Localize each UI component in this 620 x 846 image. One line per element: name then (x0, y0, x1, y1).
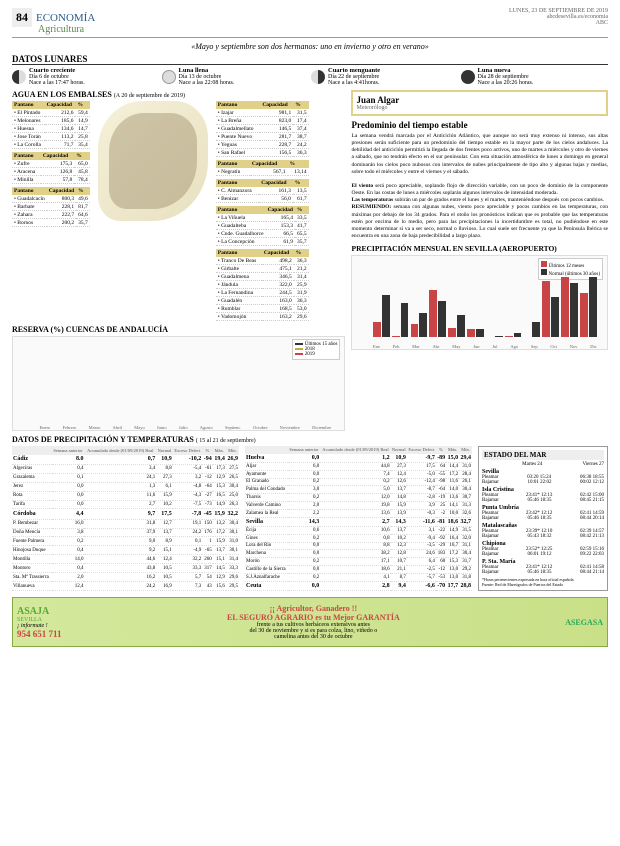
subsection-title: Agricultura (38, 24, 95, 35)
section-title: ECONOMÍA (36, 12, 95, 24)
quote: «Mayo y septiembre son dos hermanos: uno… (12, 42, 608, 51)
weather-author-box: Juan Algar Meteorólogo (351, 90, 608, 116)
reserva-chart: Últimos 15 años 2018 2019 EneroFebreroMa… (12, 336, 345, 431)
mar-box: ESTADO DEL MARMartes 24Viernes 27Sevilla… (478, 446, 608, 591)
precip-chart: Últimos 12 meses Normal (últimos 30 años… (351, 255, 608, 350)
reserva-title: RESERVA (%) CUENCAS DE ANDALUCÍA (12, 325, 345, 334)
paper: ABC (509, 20, 608, 26)
ad-phone: 954 651 711 (17, 629, 62, 639)
phase-name: Cuarto menguante (328, 67, 380, 74)
phase-name: Luna llena (179, 67, 235, 74)
andalucia-map (98, 101, 208, 221)
phase-name: Luna nueva (478, 67, 534, 74)
weather-headline: Predominio del tiempo estable (351, 120, 608, 130)
moon-icon (12, 70, 26, 84)
lunar-title: DATOS LUNARES (12, 54, 608, 65)
ad-co: ASEGASA (565, 618, 603, 627)
datos-title: DATOS DE PRECIPITACIÓN Y TEMPERATURAS (12, 435, 194, 444)
author-name: Juan Algar (356, 95, 603, 105)
agua-title: AGUA EN LOS EMBALSES (12, 90, 112, 99)
phase-name: Cuarto creciente (29, 67, 85, 74)
phase-time: Nace a las 20:26 horas. (478, 80, 534, 86)
page-number: 84 (12, 8, 32, 27)
moon-icon (311, 70, 325, 84)
phase-time: Nace a las 22:08 horas. (179, 80, 235, 86)
moon-icon (162, 70, 176, 84)
moon-icon (461, 70, 475, 84)
ad-l5: camelina antes del 30 de octubre (70, 634, 558, 640)
precip-title: PRECIPITACIÓN MENSUAL EN SEVILLA (AEROPU… (351, 244, 608, 253)
author-role: Meteorólogo (356, 105, 603, 111)
weather-body: La semana vendrá marcada por el Anticicl… (351, 133, 608, 240)
embalses-section: PantanoCapacidad%• El Pintado212,659,4• … (12, 101, 345, 321)
datos-date: ( 15 al 21 de septiembre) (196, 438, 256, 444)
advertisement: ASAJA SEVILLA ¡ informate ! 954 651 711 … (12, 597, 608, 647)
ad-logo: ASAJA (17, 606, 62, 617)
datos-table-right: Semana anteriorAcumulado desde (01/09/20… (245, 446, 472, 591)
ad-l2: EL SEGURO AGRARIO es tu Mejor GARANTÍA (70, 613, 558, 622)
ad-l1: ¡¡ Agricultor, Ganadero !! (70, 604, 558, 613)
page-header: 84 ECONOMÍA Agricultura LUNES, 23 DE SEP… (12, 8, 608, 38)
datos-table-left: Semana anteriorAcumulado desde (01/09/20… (12, 446, 239, 591)
phase-time: Nace a las 4:41horas. (328, 80, 380, 86)
lunar-phases: Cuarto crecienteDía 6 de octubreNace a l… (12, 67, 608, 86)
phase-time: Nace a las 17:47 horas. (29, 80, 85, 86)
datos-section: Semana anteriorAcumulado desde (01/09/20… (12, 446, 608, 591)
agua-date: (A 20 de septiembre de 2019) (114, 93, 185, 99)
